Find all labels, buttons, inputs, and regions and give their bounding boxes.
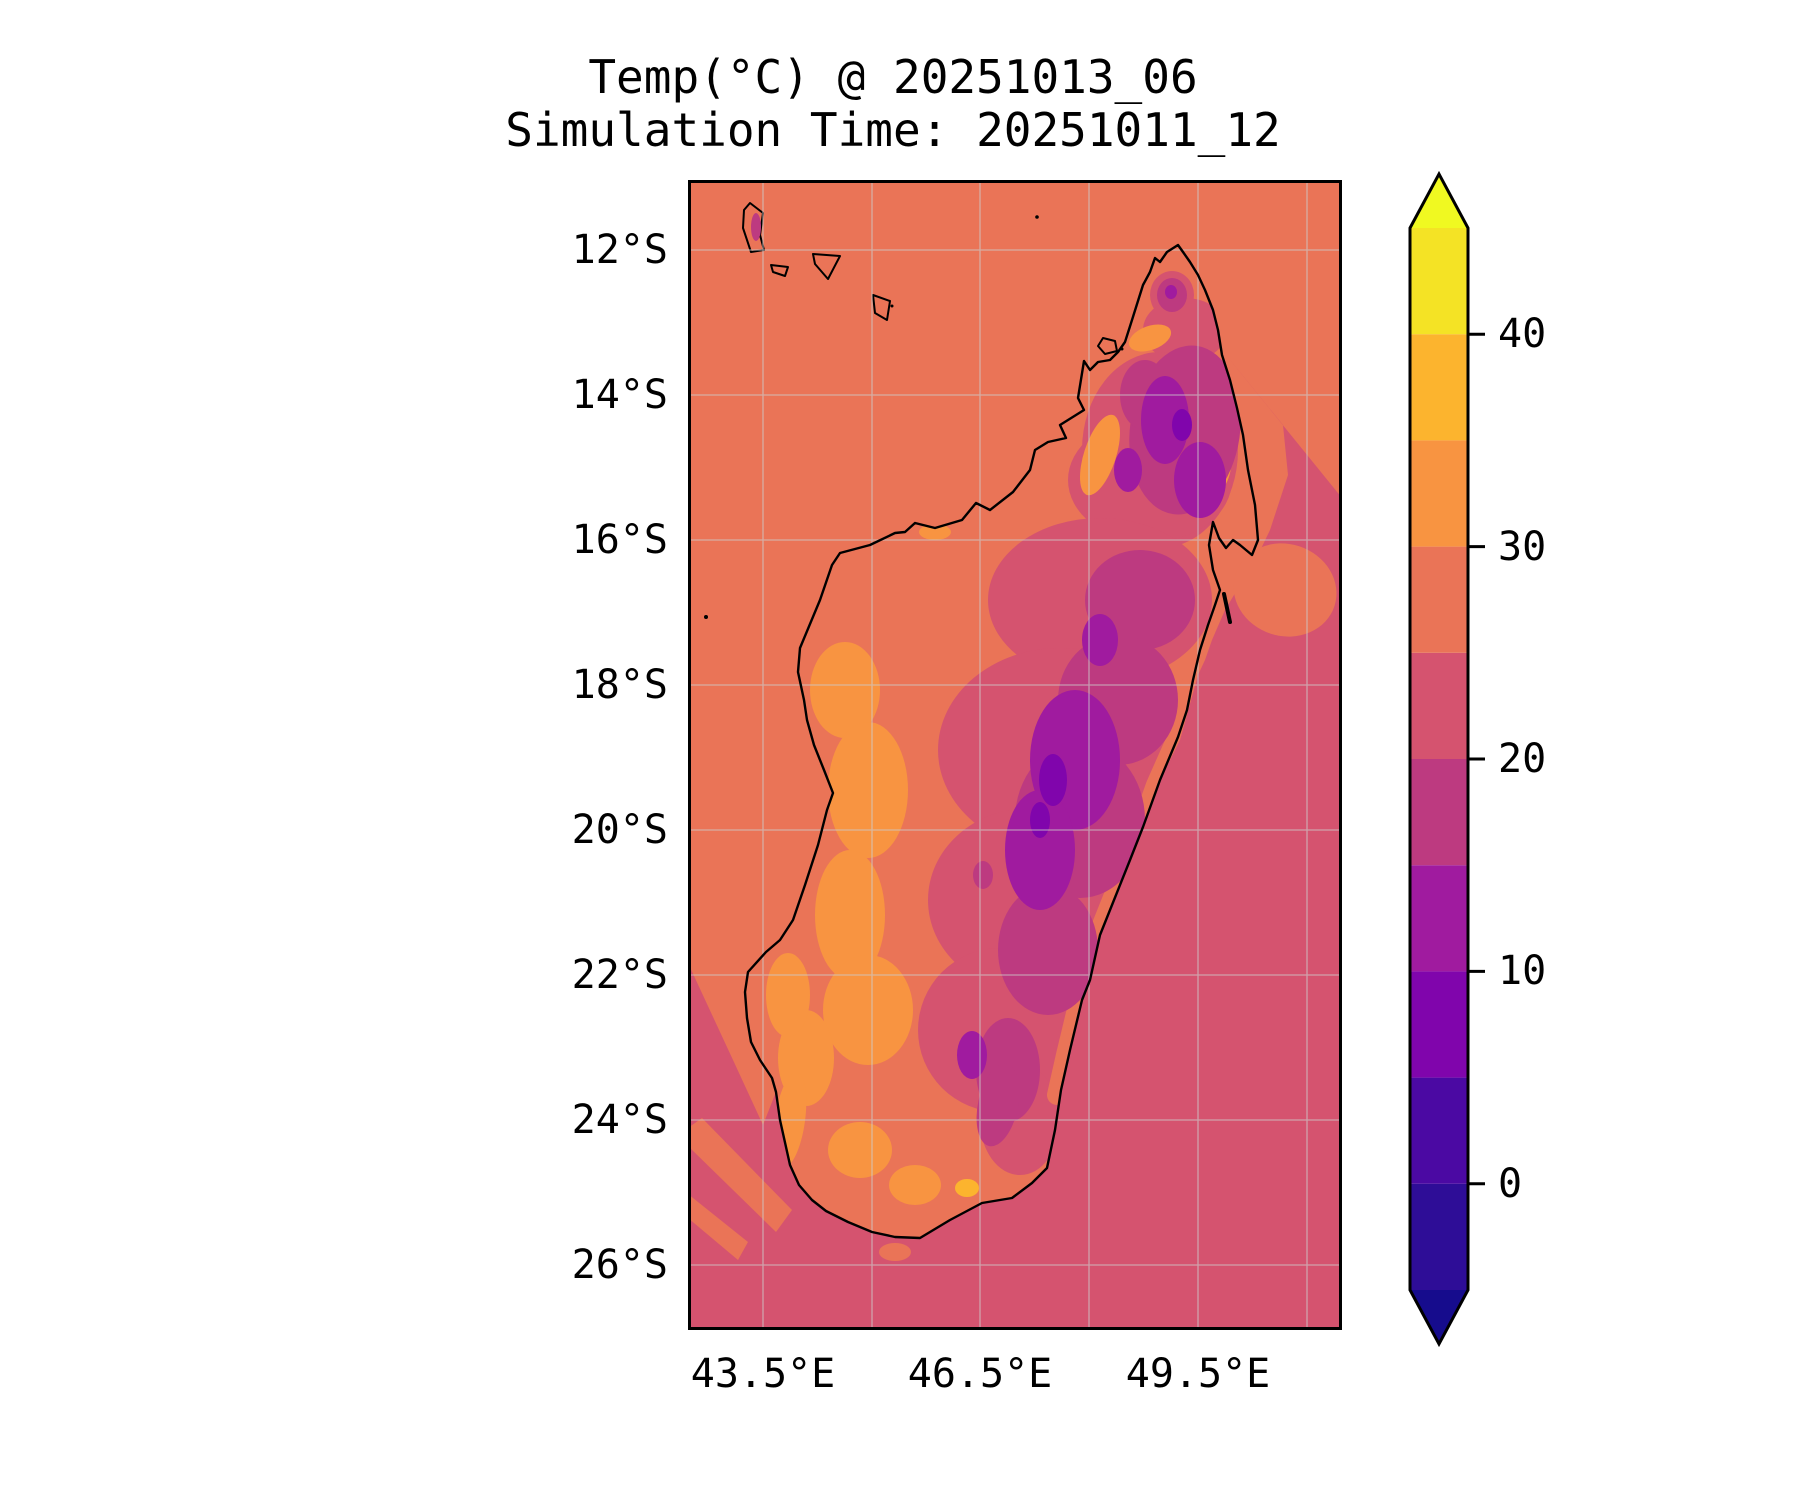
chart-subtitle: Simulation Time: 20251011_12 <box>505 103 1281 157</box>
y-tick-22s: 22°S <box>571 952 668 998</box>
y-tick-16s: 16°S <box>571 517 668 563</box>
y-tick-24s: 24°S <box>571 1097 668 1143</box>
chart-title: Temp(°C) @ 20251013_06 <box>588 50 1198 104</box>
map-frame <box>688 180 1342 1330</box>
mayotte-island <box>872 294 891 321</box>
colorbar-band <box>1410 865 1468 972</box>
colorbar-band <box>1410 652 1468 759</box>
east-coast-warm-rim <box>1047 675 1201 1105</box>
colorbar-band <box>1410 971 1468 1078</box>
temperature-colorbar <box>1408 170 1485 1348</box>
sainte-marie-island <box>1222 592 1232 624</box>
ocean-warm-streaks <box>688 412 1337 1261</box>
land-band-35-40 <box>955 1179 979 1197</box>
colorbar-outline <box>1408 170 1470 1348</box>
anjouan-island <box>812 253 841 280</box>
y-tick-18s: 18°S <box>571 662 668 708</box>
colorbar-band <box>1410 546 1468 653</box>
colorbar-band <box>1410 440 1468 547</box>
islet-dot-channel <box>704 615 708 619</box>
x-tick-46-5e: 46.5°E <box>907 1351 1053 1397</box>
colorbar-band <box>1410 228 1468 335</box>
land-band-30-35 <box>766 324 1232 1205</box>
colorbar-tick-20: 20 <box>1498 736 1547 782</box>
land-band-5-10 <box>1030 409 1192 838</box>
colorbar-band <box>1410 334 1468 441</box>
islet-dot-northeast <box>1035 215 1039 219</box>
colorbar-band <box>1410 1183 1468 1290</box>
nosy-be-island <box>1097 337 1118 355</box>
ocean-fill-cool <box>688 350 1342 1330</box>
y-tick-26s: 26°S <box>571 1242 668 1288</box>
colorbar-tick-marks <box>1468 332 1485 1186</box>
colorbar-tick-0: 0 <box>1498 1161 1523 1207</box>
colorbar-band <box>1410 759 1468 866</box>
moheli-island <box>770 264 789 277</box>
islet-dot-mayotte <box>890 304 894 308</box>
colorbar-bands <box>1410 174 1468 1344</box>
colorbar-band <box>1410 1077 1468 1184</box>
grande-comore-island <box>742 202 765 253</box>
y-tick-20s: 20°S <box>571 807 668 853</box>
comoros-islands <box>704 202 1232 624</box>
graticule-lines <box>688 180 1342 1330</box>
y-tick-14s: 14°S <box>571 372 668 418</box>
x-tick-43-5e: 43.5°E <box>690 1351 836 1397</box>
colorbar-tick-30: 30 <box>1498 524 1547 570</box>
y-tick-12s: 12°S <box>571 227 668 273</box>
colorbar-over-arrow <box>1410 174 1468 228</box>
colorbar-tick-10: 10 <box>1498 948 1547 994</box>
x-tick-49-5e: 49.5°E <box>1125 1351 1271 1397</box>
colorbar-under-arrow <box>1410 1290 1468 1344</box>
colorbar-tick-40: 40 <box>1498 311 1547 357</box>
madagascar-temperature-map <box>688 180 1342 1330</box>
madagascar-coastline <box>743 243 1260 1240</box>
